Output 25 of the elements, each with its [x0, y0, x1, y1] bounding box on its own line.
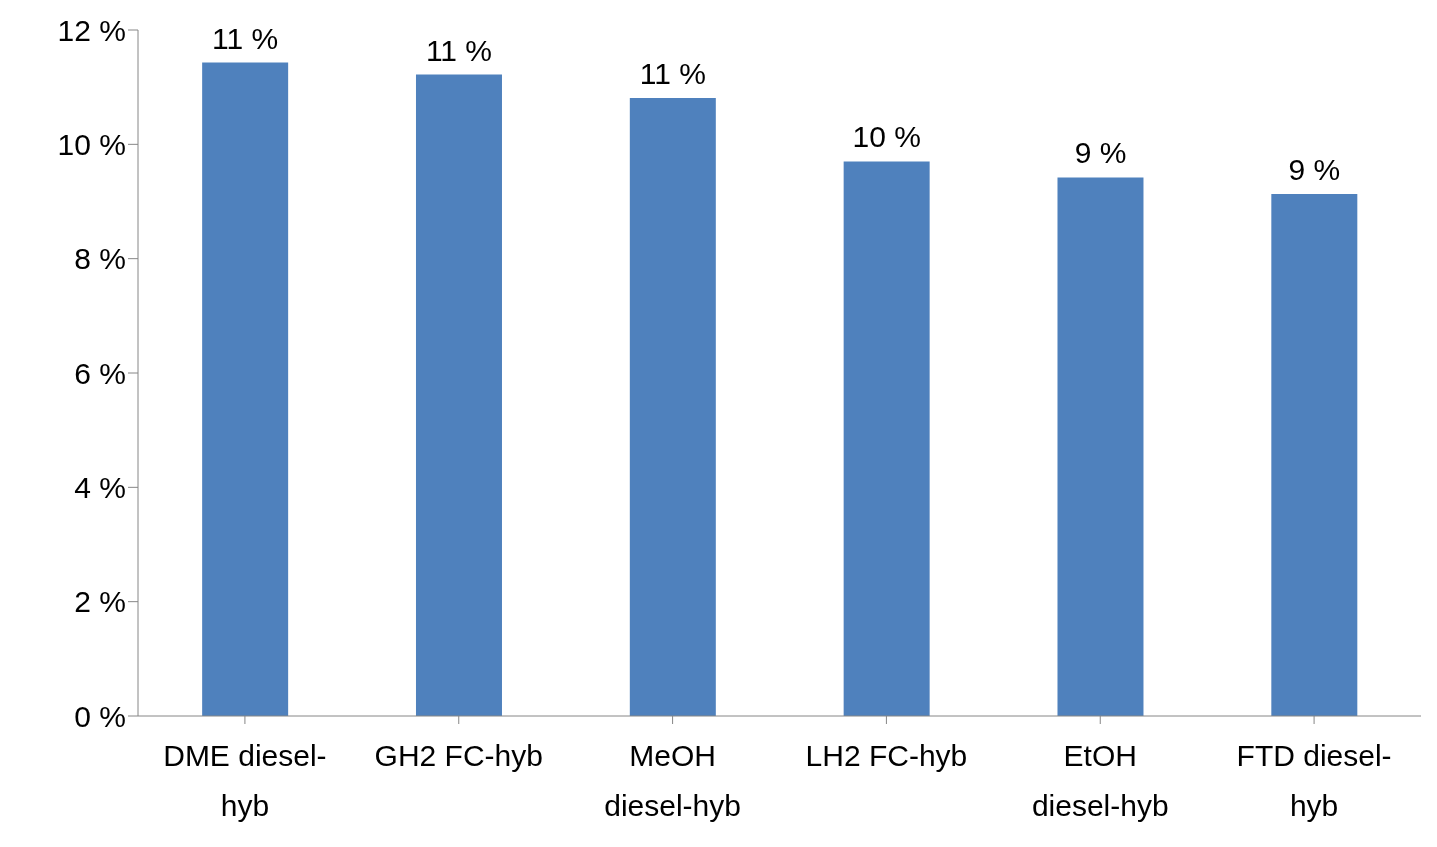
x-tick-label: FTD diesel-hyb [1236, 739, 1392, 822]
bar [1271, 194, 1358, 716]
bar [629, 98, 716, 716]
y-tick-label: 6 % [74, 356, 126, 390]
bar [202, 62, 289, 716]
x-tick-label: EtOH diesel-hyb [1031, 739, 1169, 822]
data-label: 11 % [425, 33, 493, 67]
y-tick-label: 4 % [74, 470, 126, 504]
data-label: 9 % [1288, 153, 1341, 187]
data-label: 9 % [1074, 136, 1127, 170]
bar [1057, 177, 1144, 716]
data-label: 11 % [639, 57, 706, 91]
bar [415, 74, 502, 716]
y-tick-label: 2 % [74, 585, 126, 619]
y-tick-label: 12 % [57, 13, 126, 47]
x-tick-label: GH2 FC-hyb [374, 739, 543, 772]
bar [843, 161, 930, 716]
y-tick-label: 0 % [74, 699, 126, 733]
x-tick-label: MeOH diesel-hyb [604, 739, 741, 822]
x-tick-label: DME diesel-hyb [163, 739, 327, 822]
y-tick-label: 10 % [57, 127, 126, 161]
data-label: 11 % [212, 21, 279, 55]
x-tick-label: LH2 FC-hyb [805, 739, 968, 772]
y-tick-label: 8 % [74, 242, 126, 276]
data-label: 10 % [852, 120, 921, 154]
